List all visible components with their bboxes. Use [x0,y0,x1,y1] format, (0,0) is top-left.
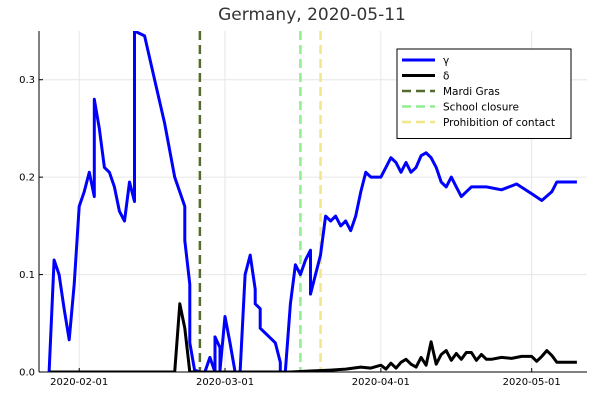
legend-label-prohibition-of-contact: Prohibition of contact [443,117,555,129]
x-tick-label: 2020-03-01 [196,377,254,388]
legend-label-school-closure: School closure [443,102,519,114]
y-tick-label: 0.2 [19,173,35,184]
legend-label-mardi-gras: Mardi Gras [443,86,500,98]
y-tick-label: 0.3 [19,75,35,86]
legend-box [396,48,572,139]
x-tick-label: 2020-02-01 [50,377,108,388]
y-tick-label: 0.1 [19,270,35,281]
legend-label-delta: δ [443,71,449,83]
plot-area [47,31,577,372]
legend-label-gamma: γ [443,55,449,67]
x-tick-label: 2020-04-01 [352,377,410,388]
series-line-delta [49,302,577,372]
legend: γδ Mardi Gras School closure Prohibition of… [396,48,572,139]
y-tick-label: 0.0 [19,368,35,379]
series-line-gamma [47,31,577,372]
chart-title: Germany, 2020-05-11 [218,5,406,25]
x-tick-label: 2020-05-01 [503,377,561,388]
